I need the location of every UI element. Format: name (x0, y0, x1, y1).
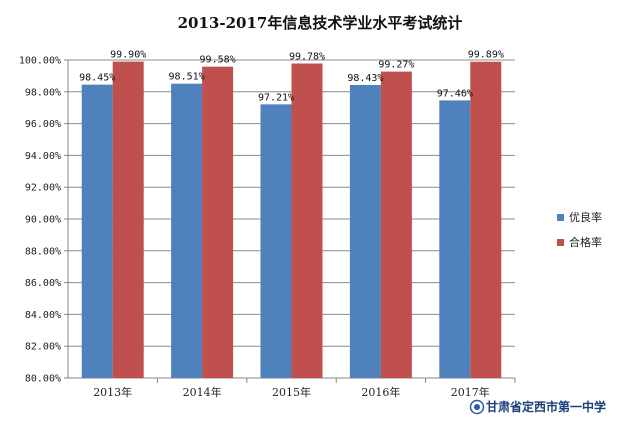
chart-title: 2013-2017年信息技术学业水平考试统计 (178, 14, 463, 32)
y-tick-label: 100.00% (19, 56, 61, 67)
bar-excellent-4 (439, 100, 471, 379)
y-tick-label: 92.00% (25, 183, 61, 194)
data-labels: 98.45% 99.90% 98.51% 99.58% 97.21% 99.78% 98.4… (79, 50, 504, 104)
data-label: 99.78% (289, 51, 325, 62)
x-tick-label: 2013年 (93, 385, 132, 399)
bar-excellent-0 (81, 84, 113, 379)
bar-pass-1 (202, 66, 234, 378)
data-label: 98.51% (169, 72, 205, 83)
legend-label: 优良率 (569, 210, 602, 224)
watermark-text: 甘肃省定西市第一中学 (486, 399, 606, 414)
school-logo-icon (469, 399, 485, 415)
legend-label: 合格率 (569, 235, 602, 249)
x-tick-label: 2015年 (272, 385, 311, 399)
x-tick-label: 2016年 (361, 385, 400, 399)
watermark: 甘肃省定西市第一中学 (469, 399, 606, 415)
legend-swatch (557, 239, 564, 246)
data-label: 99.27% (378, 60, 414, 71)
bar-pass-3 (380, 71, 412, 379)
y-tick-label: 80.00% (25, 374, 61, 385)
data-label: 99.89% (468, 50, 504, 61)
data-label: 99.58% (200, 55, 236, 66)
y-tick-label: 88.00% (25, 246, 61, 257)
bar-excellent-2 (260, 104, 292, 379)
data-label: 98.45% (79, 73, 115, 84)
data-label: 97.21% (258, 92, 294, 103)
y-tick-label: 96.00% (25, 119, 61, 130)
bars (81, 61, 502, 379)
x-tick-label: 2014年 (183, 385, 222, 399)
data-label: 97.46% (437, 88, 473, 99)
bar-excellent-3 (349, 84, 381, 378)
y-tick-label: 94.00% (25, 151, 61, 162)
y-tick-label: 86.00% (25, 278, 61, 289)
bar-pass-4 (470, 61, 502, 379)
data-label: 98.43% (347, 73, 383, 84)
data-label: 99.90% (110, 50, 146, 61)
bar-excellent-1 (171, 83, 203, 378)
bar-pass-2 (291, 63, 323, 379)
y-tick-label: 82.00% (25, 342, 61, 353)
x-tick-label: 2017年 (451, 385, 490, 399)
bar-pass-0 (112, 61, 144, 379)
axes: 80.00% 82.00% 84.00% 86.00% 88.00% 90.00% 92.0… (19, 56, 516, 399)
y-tick-label: 90.00% (25, 215, 61, 226)
legend-swatch (557, 214, 564, 221)
y-tick-label: 84.00% (25, 310, 61, 321)
y-tick-label: 98.00% (25, 87, 61, 98)
